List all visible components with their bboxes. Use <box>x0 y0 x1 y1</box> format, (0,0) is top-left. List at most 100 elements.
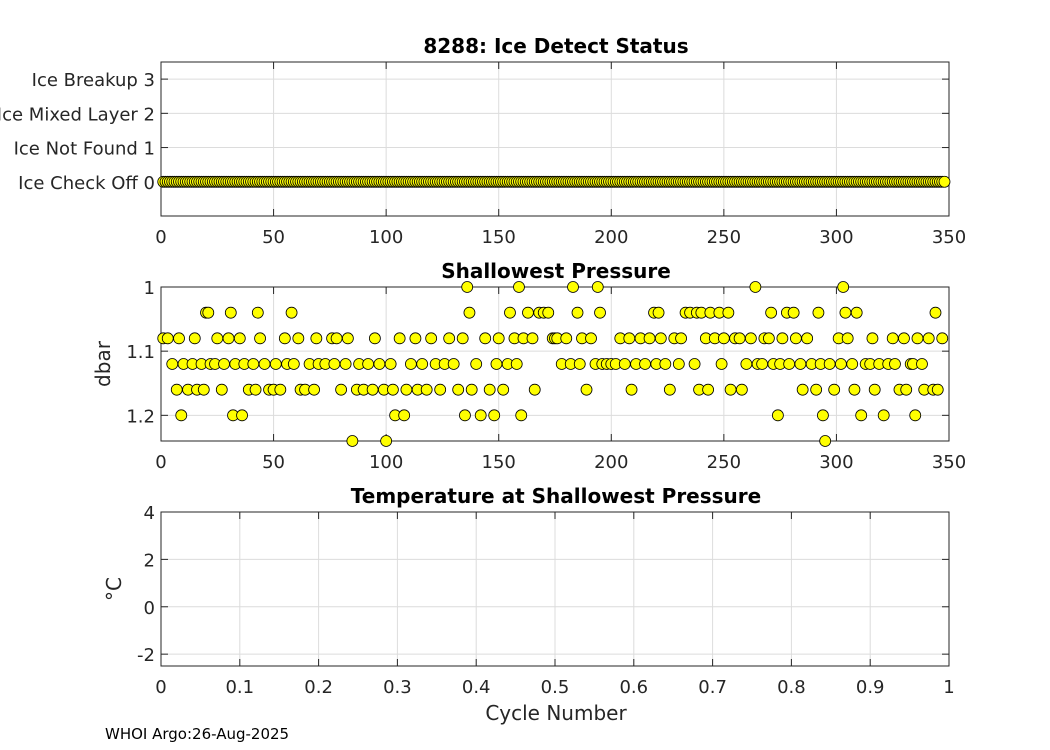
temperature-ylabel: °C <box>102 577 126 601</box>
data-point <box>380 435 393 447</box>
x-tick-label: 100 <box>369 452 403 473</box>
data-point <box>659 358 672 370</box>
data-point <box>771 409 784 422</box>
temperature-axes-frame <box>160 511 950 667</box>
data-point <box>308 383 320 396</box>
data-point <box>744 332 757 345</box>
data-point <box>886 332 899 345</box>
data-point <box>400 383 413 396</box>
data-point <box>900 383 913 396</box>
data-point <box>585 332 597 345</box>
data-point <box>591 281 604 293</box>
ice-detect-title: 8288: Ice Detect Status <box>423 34 688 58</box>
data-point <box>722 306 735 319</box>
data-point <box>594 306 606 319</box>
data-point <box>571 306 584 319</box>
data-point <box>810 383 823 396</box>
data-point <box>488 409 501 422</box>
data-point <box>161 332 174 345</box>
data-point <box>405 358 417 370</box>
data-point <box>936 332 949 345</box>
data-point <box>931 383 944 396</box>
data-point <box>672 358 685 370</box>
data-point <box>652 306 665 319</box>
data-point <box>368 332 381 345</box>
x-tick-label: 0.9 <box>856 677 885 698</box>
data-point <box>175 409 188 422</box>
data-point <box>166 358 179 370</box>
data-point <box>790 332 802 345</box>
x-tick-label: 50 <box>262 227 285 248</box>
data-point <box>211 332 224 345</box>
data-point <box>688 358 701 370</box>
x-tick-label: 0.7 <box>698 677 727 698</box>
x-tick-label: 350 <box>932 452 966 473</box>
x-tick-label: 300 <box>819 452 853 473</box>
x-tick-label: 250 <box>707 452 741 473</box>
data-point <box>470 358 483 370</box>
x-tick-label: 250 <box>707 227 741 248</box>
data-point <box>222 332 235 345</box>
data-point <box>515 409 528 422</box>
data-point <box>801 332 814 345</box>
data-point <box>889 358 901 370</box>
data-point <box>542 306 555 319</box>
data-point <box>877 409 890 422</box>
data-point <box>269 358 282 370</box>
data-point <box>618 358 631 370</box>
footer-credit: WHOI Argo:26-Aug-2025 <box>105 725 290 743</box>
data-point <box>373 358 386 370</box>
x-tick-label: 200 <box>594 227 628 248</box>
x-tick-label: 0.8 <box>777 677 806 698</box>
data-point <box>461 281 474 293</box>
y-tick-label: 2 <box>144 550 155 571</box>
data-point <box>567 281 579 293</box>
data-point <box>625 383 638 396</box>
data-point <box>846 358 859 370</box>
data-point <box>783 358 796 370</box>
x-tick-label: 0.4 <box>462 677 491 698</box>
data-point <box>447 358 460 370</box>
temperature-panel: Temperature at Shallowest Pressure °C Cy… <box>102 484 955 725</box>
data-point <box>715 358 728 370</box>
data-point <box>839 306 852 319</box>
data-point <box>765 306 778 319</box>
data-point <box>580 383 593 396</box>
data-point <box>398 409 411 422</box>
data-point <box>796 383 809 396</box>
data-point <box>866 332 879 345</box>
x-tick-label: 0.1 <box>225 677 254 698</box>
data-point <box>749 281 762 293</box>
data-point <box>236 409 248 422</box>
data-point <box>335 383 348 396</box>
y-tick-label: 4 <box>144 503 155 524</box>
data-point <box>456 332 469 345</box>
data-point <box>420 383 433 396</box>
x-tick-label: 200 <box>594 452 628 473</box>
data-point <box>490 358 503 370</box>
data-point <box>663 383 676 396</box>
data-point <box>247 358 260 370</box>
data-point <box>639 358 651 370</box>
cycle-number-xlabel: Cycle Number <box>485 701 627 725</box>
data-point <box>675 332 687 345</box>
data-point <box>434 383 447 396</box>
data-point <box>828 383 841 396</box>
pressure-axes-frame <box>160 286 950 442</box>
pressure-title: Shallowest Pressure <box>441 259 671 283</box>
data-point <box>197 383 210 396</box>
data-point <box>366 383 379 396</box>
data-point <box>837 281 850 293</box>
x-tick-label: 150 <box>482 227 516 248</box>
data-point <box>528 383 541 396</box>
data-point <box>425 332 438 345</box>
ice-detect-panel: 8288: Ice Detect Status 0 50 100 150 200 250 3… <box>0 34 966 248</box>
y-tick-label: 0 <box>144 598 155 619</box>
y-tick-label: 1.2 <box>126 406 155 427</box>
data-point <box>654 332 667 345</box>
y-tick-label: Ice Not Found 1 <box>14 139 155 160</box>
data-point <box>922 332 935 345</box>
data-point <box>510 358 523 370</box>
data-point <box>258 358 271 370</box>
data-point <box>452 383 465 396</box>
